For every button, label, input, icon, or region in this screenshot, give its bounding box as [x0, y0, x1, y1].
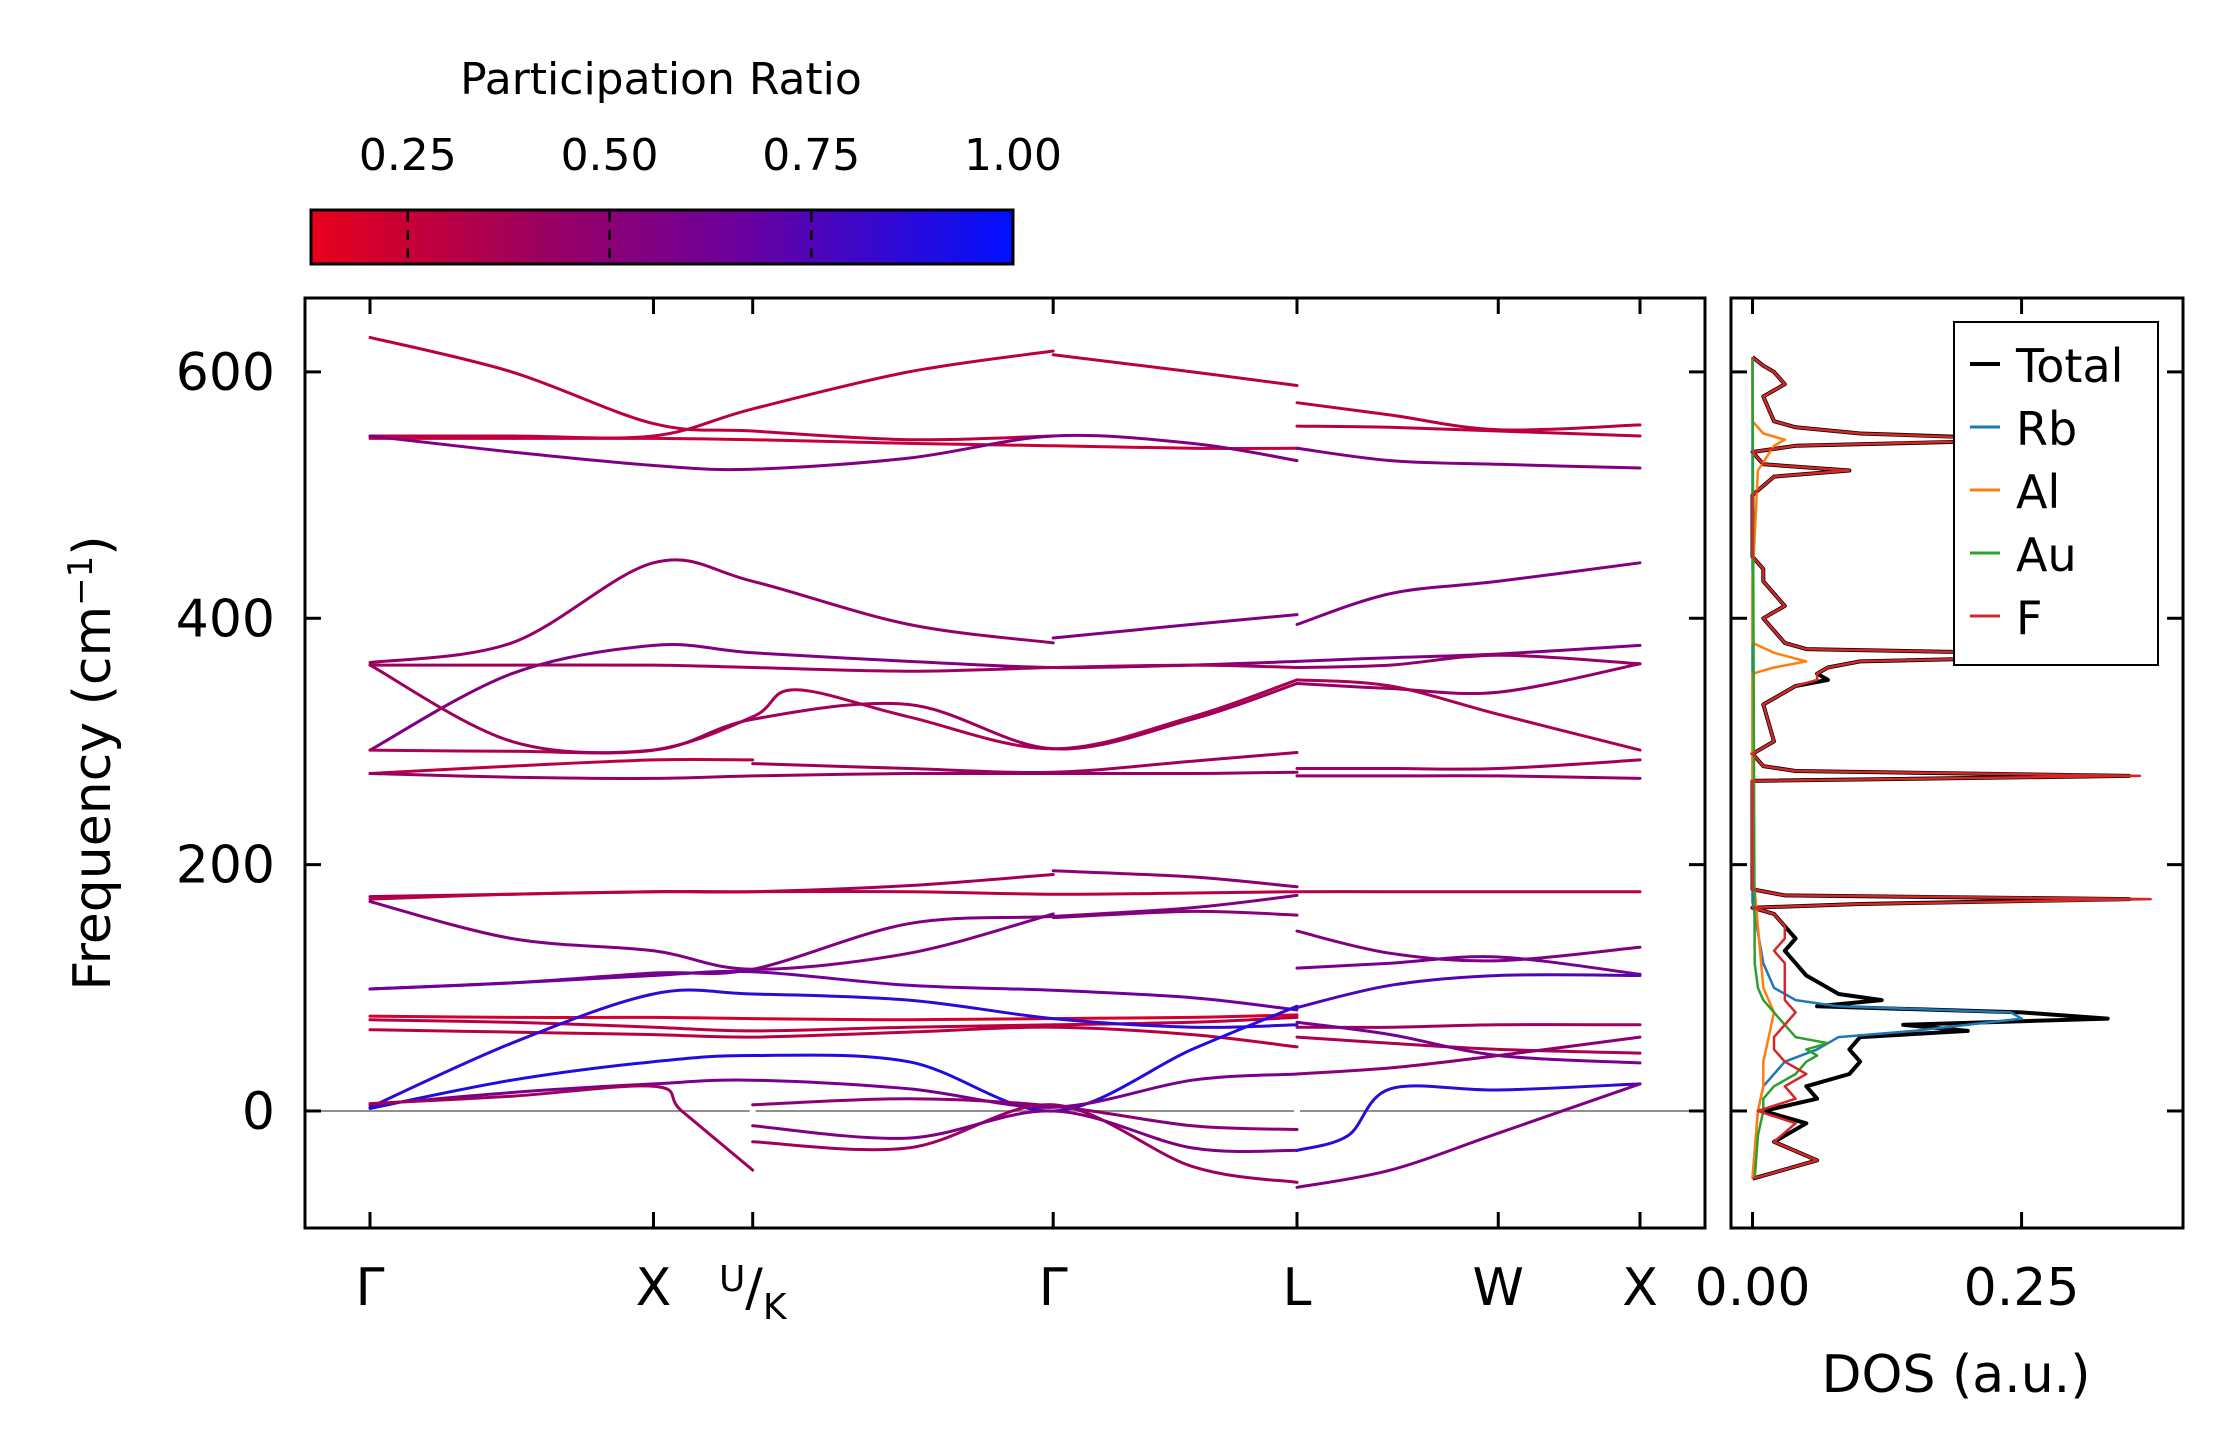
dos-x-axis-label: DOS (a.u.) [1822, 1345, 2091, 1405]
legend-items: Total Rb Al Au F [1970, 339, 2123, 645]
k-point-label-lower: K [763, 1287, 788, 1328]
phonon-band [368, 678, 1299, 755]
phonon-band [368, 890, 1642, 901]
phonon-band [1295, 678, 1642, 752]
dos-curve-al [1751, 357, 1808, 1179]
dos-axes-frame [1729, 296, 2185, 1230]
phonon-band [368, 1084, 755, 1172]
y-tick-label: 200 [176, 836, 275, 896]
phonon-band [368, 1025, 1299, 1049]
dos-curve-au [1751, 357, 1830, 1179]
phonon-band [1295, 424, 1642, 438]
band-axes-frame [303, 296, 1707, 1230]
phonon-band [368, 558, 1055, 665]
y-tick-label: 0 [242, 1082, 275, 1142]
phonon-band [368, 1004, 1299, 1113]
legend-label-au: Au [2016, 528, 2077, 582]
dos-curve-rb [1751, 357, 2023, 1179]
phonon-band [1295, 955, 1642, 976]
phonon-band [1295, 1082, 1642, 1189]
phonon-band [368, 1072, 1299, 1109]
phonon-band [368, 969, 1299, 1012]
y-axis-label: Frequency (cm−1) [61, 535, 123, 990]
colorbar-tick-label: 0.25 [359, 130, 457, 181]
colorbar-tick-labels: 0.25 0.50 0.75 1.00 [359, 130, 1062, 181]
phonon-band [1051, 353, 1299, 387]
colorbar-ticks [406, 212, 813, 262]
dos-x-tick-label: 0.25 [1964, 1258, 2080, 1318]
phonon-band [1051, 869, 1299, 889]
phonon-band [368, 757, 755, 775]
phonon-band [1295, 1035, 1642, 1076]
phonon-band [368, 1013, 1299, 1022]
k-point-label: Γ [1039, 1258, 1068, 1318]
colorbar: Participation Ratio 0.25 0.50 0.75 1.00 [309, 54, 1062, 266]
k-point-label: X [1622, 1258, 1658, 1318]
phonon-band [368, 1015, 1299, 1033]
dos-curves [1750, 355, 2152, 1181]
phonon-band [368, 335, 1055, 442]
legend: Total Rb Al Au F [1953, 321, 2159, 666]
dos-curve-f [1751, 356, 2152, 1180]
phonon-band [1295, 973, 1642, 1009]
colorbar-tick-label: 1.00 [964, 130, 1062, 181]
k-point-label: Γ [356, 1258, 385, 1318]
phonon-band [751, 751, 1299, 774]
colorbar-tick-label: 0.75 [762, 130, 860, 181]
colorbar-tick-label: 0.50 [561, 130, 659, 181]
phonon-band [751, 1109, 1299, 1154]
k-point-label-upper: U [719, 1259, 745, 1300]
legend-label-total: Total [2015, 339, 2123, 393]
phonon-band [1295, 758, 1642, 771]
legend-label-rb: Rb [2016, 402, 2077, 456]
phonon-band [368, 893, 1299, 991]
phonon-band [1295, 929, 1642, 963]
dos-axis-ticks: 0.00 0.25 [1695, 298, 2080, 1318]
phonon-bands [368, 335, 1642, 1189]
k-point-label: W [1473, 1258, 1524, 1318]
k-point-label: L [1282, 1258, 1311, 1318]
frequency-axis-ticks: 0 200 400 600 [176, 343, 1705, 1142]
phonon-band [368, 436, 1299, 450]
legend-box [1953, 321, 2159, 666]
legend-label-f: F [2016, 591, 2042, 645]
k-point-label: X [636, 1258, 672, 1318]
phonon-band [368, 988, 1299, 1109]
phonon-band [1295, 774, 1642, 780]
k-point-label: U/K [719, 1258, 788, 1328]
phonon-band [1295, 1020, 1642, 1065]
dos-frequency-ticks [1731, 370, 2183, 1113]
phonon-band [368, 349, 1055, 440]
phonon-band [368, 663, 1299, 755]
phonon-band [751, 1097, 1299, 1131]
phonon-band [1295, 662, 1642, 696]
y-axis-label-superscript: −1 [61, 556, 101, 606]
k-point-label-slash: / [745, 1258, 763, 1318]
dos-x-tick-label: 0.00 [1695, 1258, 1811, 1318]
phonon-band [1295, 643, 1642, 663]
y-tick-label: 400 [176, 589, 275, 649]
phonon-band [1295, 1082, 1642, 1152]
phonon-band [1295, 446, 1642, 470]
y-axis-label-close: ) [63, 535, 123, 555]
phonon-band [1051, 613, 1299, 640]
colorbar-gradient [309, 208, 1015, 266]
phonon-band [368, 433, 1299, 472]
phonon-band [368, 900, 1055, 971]
y-axis-label-text: Frequency (cm [63, 606, 123, 991]
legend-label-al: Al [2016, 465, 2060, 519]
y-tick-label: 600 [176, 343, 275, 403]
phonon-band [1295, 401, 1642, 432]
phonon-band [1295, 653, 1642, 669]
phonon-band [1295, 561, 1642, 626]
phonon-band [1295, 1023, 1642, 1029]
k-path-ticks: Γ X U/K Γ L W X [356, 298, 1658, 1328]
band-structure-panel: 0 200 400 600 Γ X U/K Γ L W X Frequency (cm−1) [61, 296, 1707, 1328]
phonon-band [368, 770, 1299, 780]
colorbar-title: Participation Ratio [460, 54, 862, 105]
dos-panel: 0.00 0.25 DOS (a.u.) Total Rb Al Au F [1695, 296, 2185, 1405]
phonon-band [368, 663, 1299, 673]
phonon-band [751, 1103, 1299, 1184]
